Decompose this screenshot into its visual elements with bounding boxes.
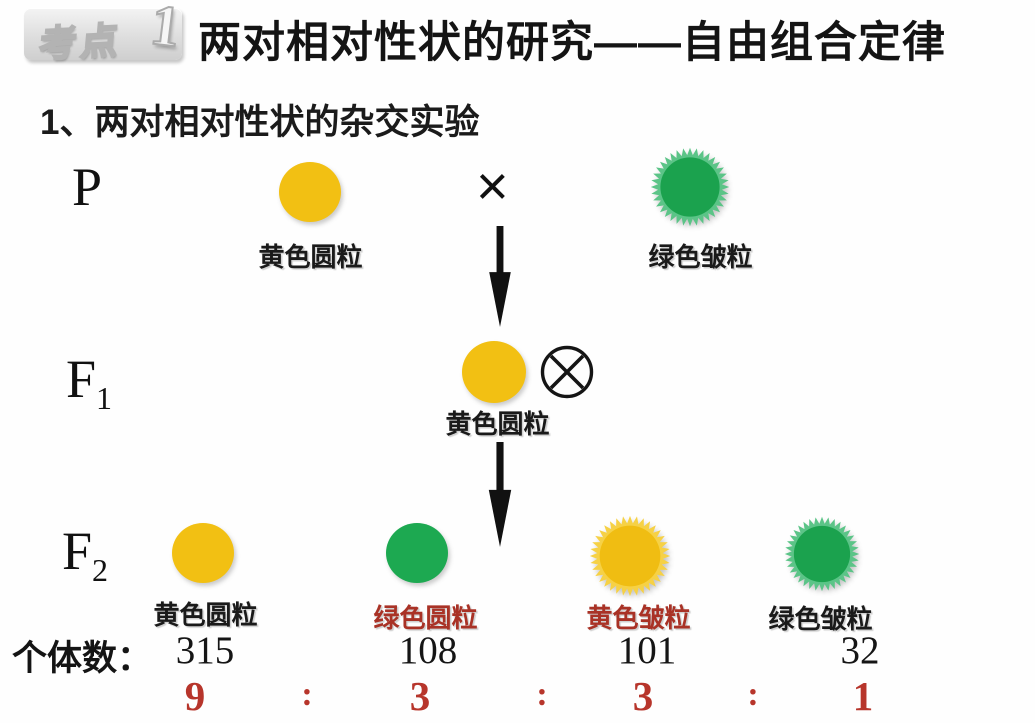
f2-seed-label: 黄色圆粒 — [153, 600, 258, 630]
f1-seed-label: 黄色圆粒 — [445, 409, 550, 439]
parent-green-wrinkled-seed — [650, 147, 730, 227]
exam-point-badge: 考点 1 — [24, 0, 185, 66]
down-arrow-icon — [489, 226, 511, 328]
page-title: 两对相对性状的研究——自由组合定律 — [198, 19, 946, 67]
f2-yellow-round-seed — [172, 523, 234, 583]
ratio-colon: : — [536, 676, 548, 713]
individual-count-caption: 个体数： — [12, 639, 153, 678]
ratio-value: 3 — [409, 673, 431, 719]
f2-green-round-seed — [386, 523, 448, 583]
ratio-value: 3 — [632, 673, 654, 719]
f1-generation-label: F1 — [66, 349, 113, 416]
section-heading: 1、两对相对性状的杂交实验 — [40, 103, 480, 142]
count-value: 315 — [175, 629, 235, 672]
count-value: 108 — [398, 629, 458, 672]
self-cross-icon — [540, 345, 594, 399]
count-value: 32 — [840, 629, 880, 672]
f2-generation-label: F2 — [62, 521, 109, 588]
ratio-colon: : — [301, 676, 313, 713]
f2-green-wrinkled-seed — [784, 516, 860, 592]
f2-seed-label: 绿色皱粒 — [768, 604, 873, 634]
f1-yellow-round-seed — [462, 341, 526, 403]
exam-point-badge-label: 考点 — [37, 19, 125, 66]
ratio-value: 9 — [184, 673, 206, 719]
cross-symbol: × — [476, 154, 509, 217]
parent-green-seed-label: 绿色皱粒 — [648, 242, 753, 272]
parent-yellow-seed-label: 黄色圆粒 — [258, 242, 363, 272]
ratio-value: 1 — [852, 673, 874, 719]
ratio-colon: : — [747, 676, 759, 713]
down-arrow-icon — [488, 442, 512, 547]
f2-yellow-wrinkled-seed — [589, 515, 671, 597]
f2-seed-label: 黄色皱粒 — [586, 603, 691, 633]
exam-point-badge-number: 1 — [146, 0, 185, 61]
parent-yellow-round-seed — [279, 162, 341, 222]
count-value: 101 — [617, 629, 677, 672]
f2-seed-label: 绿色圆粒 — [373, 603, 478, 633]
p-generation-label: P — [72, 157, 103, 217]
f2-subscript: 2 — [92, 551, 109, 588]
f1-subscript: 1 — [96, 379, 113, 416]
